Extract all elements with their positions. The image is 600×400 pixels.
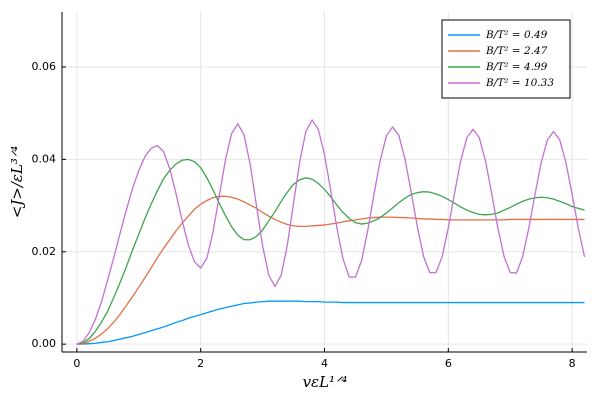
series-line: [76, 195, 585, 345]
x-tick-label: 6: [445, 357, 452, 370]
series-line: [76, 158, 585, 345]
x-tick-label: 4: [321, 357, 328, 370]
series-line: [76, 300, 585, 345]
x-tick-label: 2: [197, 357, 204, 370]
legend-label: B/T² = 0.49: [485, 29, 548, 41]
y-axis-label: <J>/εL³ᐟ⁴: [8, 146, 26, 219]
series-line: [76, 118, 586, 345]
legend-box: [441, 19, 571, 99]
x-tick-label: 0: [73, 357, 80, 370]
y-tick-label: 0.04: [32, 152, 57, 165]
legend-label: B/T² = 10.33: [485, 77, 554, 89]
x-axis-label: vεL¹ᐟ⁴: [303, 373, 348, 391]
x-tick-label: 8: [569, 357, 576, 370]
y-tick-label: 0.02: [32, 245, 57, 258]
legend-label: B/T² = 2.47: [485, 45, 548, 57]
y-tick-label: 0.00: [32, 337, 57, 350]
y-tick-label: 0.06: [32, 60, 57, 73]
legend-label: B/T² = 4.99: [485, 61, 548, 73]
